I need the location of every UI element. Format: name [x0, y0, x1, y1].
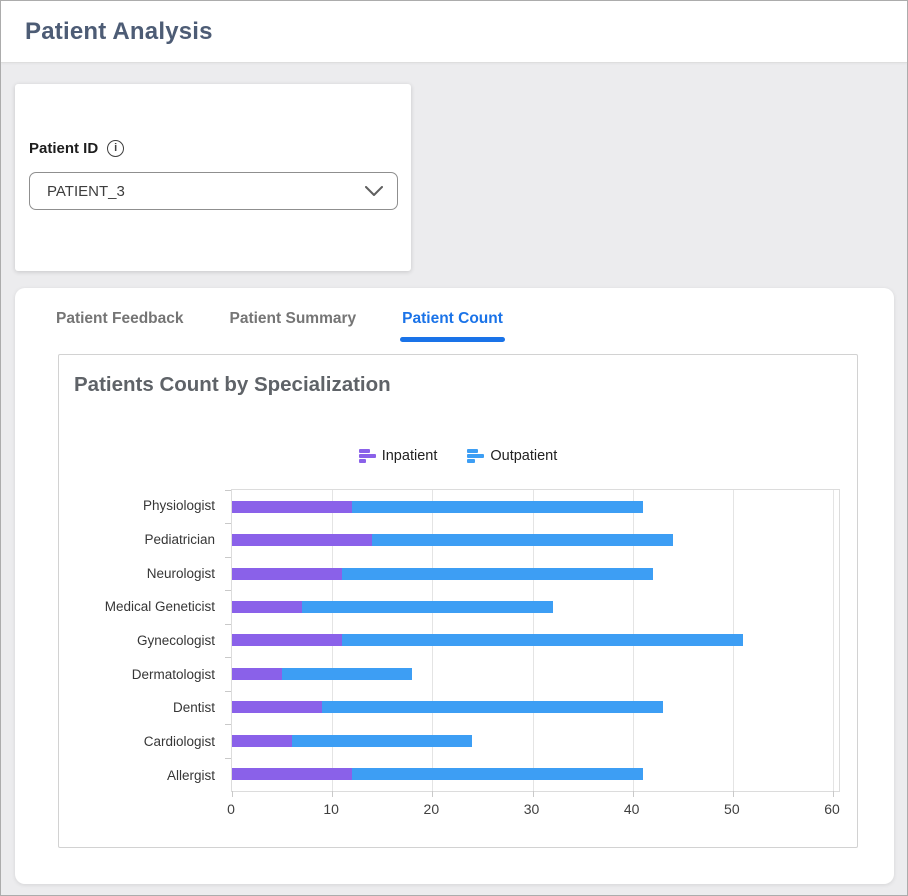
- outpatient-bar-segment[interactable]: [352, 768, 643, 781]
- y-axis-tick: [225, 657, 231, 659]
- tab-patient-feedback[interactable]: Patient Feedback: [56, 310, 184, 327]
- inpatient-bar-segment[interactable]: [232, 567, 343, 580]
- bar-row: [232, 590, 833, 623]
- bar-row: [232, 557, 833, 590]
- bar-row: [232, 624, 833, 657]
- gridline: [833, 490, 834, 791]
- bars: [232, 490, 833, 791]
- inpatient-bar-segment[interactable]: [232, 500, 353, 513]
- chart-legend: Inpatient Outpatient: [59, 448, 857, 464]
- outpatient-bar-segment[interactable]: [292, 734, 473, 747]
- chart-title: Patients Count by Specialization: [74, 373, 391, 396]
- x-axis-tick: [432, 791, 434, 797]
- patient-id-label-row: Patient ID i: [29, 140, 125, 157]
- x-label: 50: [724, 801, 740, 817]
- page-title: Patient Analysis: [25, 17, 213, 45]
- x-label: 20: [423, 801, 440, 817]
- outpatient-bar-segment[interactable]: [282, 667, 413, 680]
- inpatient-bar-segment[interactable]: [232, 601, 303, 614]
- inpatient-bar-segment[interactable]: [232, 734, 293, 747]
- outpatient-bar-segment[interactable]: [342, 634, 743, 647]
- y-axis-labels: Physiologist Pediatrician Neurologist Medic…: [59, 489, 215, 792]
- outpatient-bar-segment[interactable]: [372, 534, 673, 547]
- outpatient-bar-icon: [467, 449, 485, 463]
- tab-patient-count[interactable]: Patient Count: [379, 300, 526, 342]
- y-label: Pediatrician: [144, 532, 215, 547]
- inpatient-bar-segment[interactable]: [232, 534, 373, 547]
- y-axis-tick: [225, 590, 231, 592]
- x-axis-tick: [532, 791, 534, 797]
- patient-id-select[interactable]: PATIENT_3: [29, 172, 398, 210]
- bar-row: [232, 657, 833, 690]
- inpatient-bar-icon: [358, 449, 376, 463]
- x-axis-tick: [833, 791, 834, 797]
- y-label: Medical Geneticist: [104, 599, 215, 615]
- legend-label-outpatient: Outpatient: [490, 448, 558, 464]
- x-label: 10: [323, 801, 339, 817]
- y-label: Gynecologist: [136, 633, 215, 649]
- tabs: Patient Feedback Patient Summary Patient…: [33, 300, 526, 342]
- chart-card: Patients Count by Specialization Inpatie…: [58, 354, 858, 848]
- bar-row: [232, 523, 833, 556]
- y-axis-tick: [225, 523, 231, 525]
- x-label: 40: [623, 801, 640, 817]
- y-axis-tick: [225, 690, 231, 692]
- y-axis-tick: [225, 724, 231, 726]
- y-label: Allergist: [166, 767, 215, 783]
- outpatient-bar-segment[interactable]: [322, 701, 663, 714]
- chevron-down-icon: [365, 185, 383, 197]
- analysis-card: Patient Feedback Patient Summary Patient…: [15, 288, 894, 884]
- y-axis-tick: [225, 490, 231, 491]
- info-icon[interactable]: i: [107, 140, 125, 157]
- x-axis-tick: [732, 791, 734, 797]
- bar-row: [232, 490, 833, 523]
- patient-id-selected-value: PATIENT_3: [47, 182, 125, 200]
- bar-row: [232, 724, 833, 757]
- legend-item-inpatient[interactable]: Inpatient: [358, 448, 438, 464]
- outpatient-bar-segment[interactable]: [342, 567, 653, 580]
- y-label: Dentist: [172, 700, 215, 716]
- y-label: Dermatologist: [131, 666, 215, 682]
- patient-id-filter-card: Patient ID i PATIENT_3: [15, 84, 411, 271]
- app-header: Patient Analysis: [1, 1, 907, 63]
- x-axis-tick: [232, 791, 233, 797]
- bar-row: [232, 691, 833, 724]
- inpatient-bar-segment[interactable]: [232, 701, 323, 714]
- y-label: Cardiologist: [143, 734, 215, 750]
- inpatient-bar-segment[interactable]: [232, 634, 343, 647]
- inpatient-bar-segment[interactable]: [232, 667, 283, 680]
- x-label: 30: [523, 801, 540, 817]
- y-label: Physiologist: [142, 498, 215, 514]
- y-label: Neurologist: [146, 565, 215, 581]
- y-axis-tick: [225, 757, 231, 759]
- y-axis-tick: [225, 623, 231, 625]
- legend-item-outpatient[interactable]: Outpatient: [467, 448, 557, 464]
- x-axis-tick: [332, 791, 334, 797]
- plot-area: [225, 489, 840, 797]
- inpatient-bar-segment[interactable]: [232, 768, 353, 781]
- x-label: 60: [824, 801, 840, 817]
- legend-label-inpatient: Inpatient: [381, 448, 438, 464]
- outpatient-bar-segment[interactable]: [352, 500, 643, 513]
- patient-id-label: Patient ID: [29, 140, 99, 157]
- tab-patient-summary[interactable]: Patient Summary: [229, 310, 357, 327]
- bar-row: [232, 758, 833, 791]
- x-axis-tick: [632, 791, 634, 797]
- y-axis-tick: [225, 556, 231, 558]
- x-label: 0: [227, 801, 235, 817]
- outpatient-bar-segment[interactable]: [302, 601, 553, 614]
